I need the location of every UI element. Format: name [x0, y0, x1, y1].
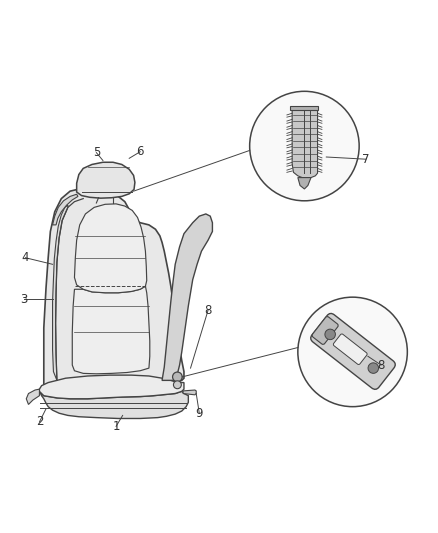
Circle shape	[325, 329, 336, 340]
Polygon shape	[53, 205, 68, 381]
Polygon shape	[298, 177, 311, 189]
Polygon shape	[26, 389, 39, 405]
FancyBboxPatch shape	[311, 313, 396, 390]
Text: 7: 7	[362, 152, 370, 166]
Circle shape	[250, 91, 359, 201]
Text: 2: 2	[35, 416, 43, 429]
Text: 6: 6	[136, 146, 144, 158]
Polygon shape	[39, 375, 184, 399]
Text: 1: 1	[112, 420, 120, 433]
Polygon shape	[39, 391, 188, 418]
Polygon shape	[74, 204, 147, 293]
Text: 8: 8	[378, 359, 385, 372]
Text: 8: 8	[205, 304, 212, 317]
Polygon shape	[162, 214, 212, 381]
Circle shape	[368, 363, 378, 373]
Circle shape	[298, 297, 407, 407]
FancyBboxPatch shape	[333, 334, 367, 365]
Polygon shape	[53, 194, 78, 225]
Text: 5: 5	[93, 146, 100, 159]
Polygon shape	[77, 162, 135, 198]
Text: 4: 4	[21, 251, 29, 264]
Polygon shape	[290, 106, 318, 110]
Polygon shape	[183, 390, 196, 395]
Circle shape	[173, 372, 182, 382]
Polygon shape	[44, 189, 184, 389]
Text: 3: 3	[21, 293, 28, 306]
Polygon shape	[292, 109, 318, 177]
FancyBboxPatch shape	[312, 317, 338, 344]
Circle shape	[173, 381, 181, 389]
Text: 9: 9	[195, 407, 203, 419]
Polygon shape	[72, 286, 150, 374]
